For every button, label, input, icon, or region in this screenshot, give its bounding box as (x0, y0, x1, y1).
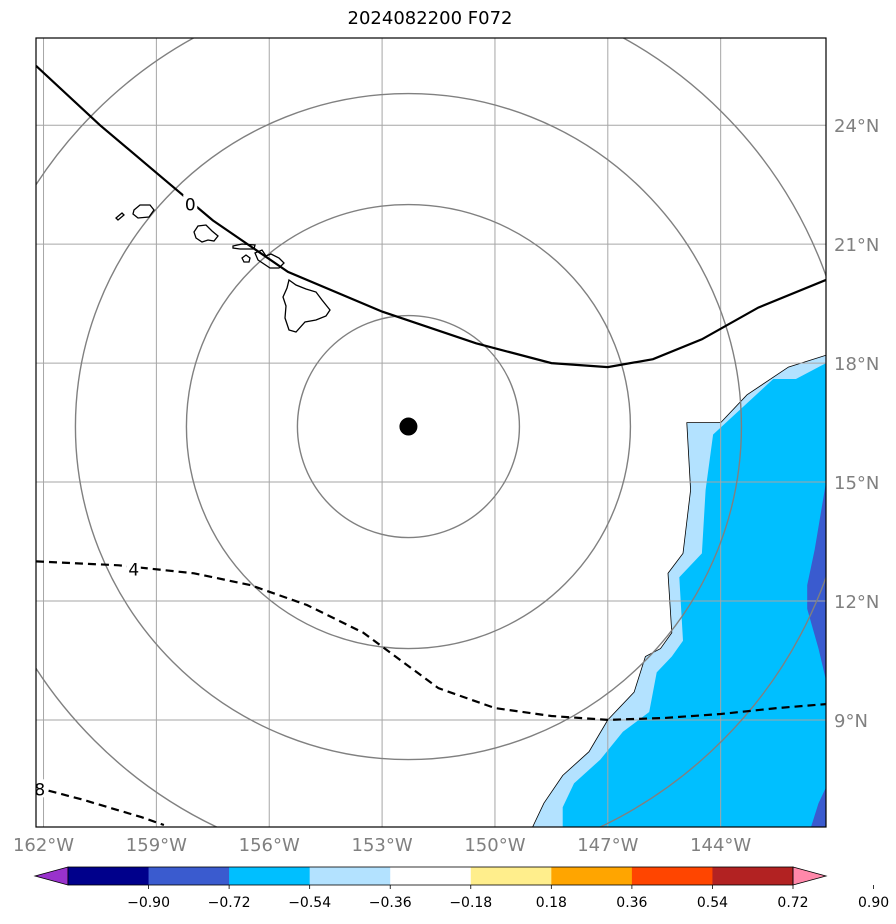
plot-frame (35, 37, 827, 828)
contour-label: 0 (185, 196, 196, 216)
lat-tick-label: 21°N (834, 235, 879, 256)
contour-label: 4 (128, 560, 139, 580)
contour-label: 8 (34, 780, 45, 800)
plot-area: 0 4 8 (34, 38, 826, 827)
colorbar-tick-label: −0.18 (449, 895, 492, 911)
colorbar-extend-low (33, 866, 69, 886)
hawaii-coastline (115, 204, 331, 333)
lat-tick-label: 9°N (834, 711, 868, 732)
colorbar-tick-label: −0.72 (208, 895, 251, 911)
lon-tick-labels: 162°W 159°W 156°W 153°W 150°W 147°W 144°W (13, 835, 751, 856)
lon-tick-label: 156°W (239, 835, 300, 856)
colorbar-tick-label: −0.36 (369, 895, 412, 911)
colorbar-frame (67, 866, 794, 886)
lon-tick-label: 153°W (352, 835, 413, 856)
colorbar-segment (229, 867, 311, 885)
shaded-region-3 (811, 787, 826, 827)
shaded-region-2 (807, 482, 826, 681)
lat-tick-label: 12°N (834, 592, 879, 613)
colorbar-tick-label: −0.54 (288, 895, 331, 911)
contour-label-bg (36, 779, 47, 798)
colorbar-segment (470, 867, 552, 885)
island-hawaii (282, 278, 331, 333)
lon-tick-label: 147°W (577, 835, 638, 856)
lat-tick-label: 15°N (834, 473, 879, 494)
colorbar-tick-label: 0.90 (858, 895, 889, 911)
lat-tick-label: 18°N (834, 354, 879, 375)
lon-tick-label: 159°W (126, 835, 187, 856)
colorbar-segment (390, 867, 472, 885)
shaded-region-1 (562, 363, 826, 827)
lon-tick-label: 162°W (13, 835, 74, 856)
colorbar-segment (631, 867, 713, 885)
contour-line-0 (36, 64, 826, 369)
lon-tick-label: 150°W (464, 835, 525, 856)
range-ring (296, 314, 521, 539)
storm-center-marker (399, 417, 418, 436)
shading-outline (532, 354, 826, 827)
island-lanai (241, 254, 251, 263)
island-kauai (132, 204, 155, 219)
colorbar-segment (551, 867, 633, 885)
lat-lon-grid (36, 38, 826, 827)
contour-line-8 (36, 786, 165, 827)
island-oahu (193, 224, 219, 243)
colorbar-segment (68, 867, 150, 885)
colorbar-tick-label: 0.54 (697, 895, 728, 911)
contour-lines: 0 4 8 (34, 64, 826, 827)
colorbar-segment (309, 867, 391, 885)
range-rings (36, 38, 826, 827)
range-ring (74, 92, 743, 761)
anomaly-shading (532, 354, 826, 827)
contour-label-bg (183, 194, 198, 213)
colorbar-tick-label: −0.90 (127, 895, 170, 911)
lon-tick-label: 144°W (690, 835, 751, 856)
colorbar-tick-label: 0.18 (536, 895, 567, 911)
contour-line-4 (36, 560, 826, 722)
colorbar-segment (712, 867, 794, 885)
map-title: 2024082200 F072 (347, 8, 513, 29)
lat-tick-labels: 24°N 21°N 18°N 15°N 12°N 9°N (834, 116, 879, 732)
colorbar-tick-label: 0.72 (777, 895, 808, 911)
colorbar: −0.90 −0.72 −0.54 −0.36 −0.18 0.18 0.36 0.54 0.7… (33, 866, 889, 911)
island-maui (254, 249, 285, 269)
colorbar-tick-label: 0.36 (616, 895, 647, 911)
island-niihau (115, 212, 125, 221)
lat-tick-label: 24°N (834, 116, 879, 137)
colorbar-segment (148, 867, 230, 885)
contour-label-bg (126, 559, 141, 578)
colorbar-extend-high (792, 866, 828, 886)
range-ring (185, 203, 632, 650)
